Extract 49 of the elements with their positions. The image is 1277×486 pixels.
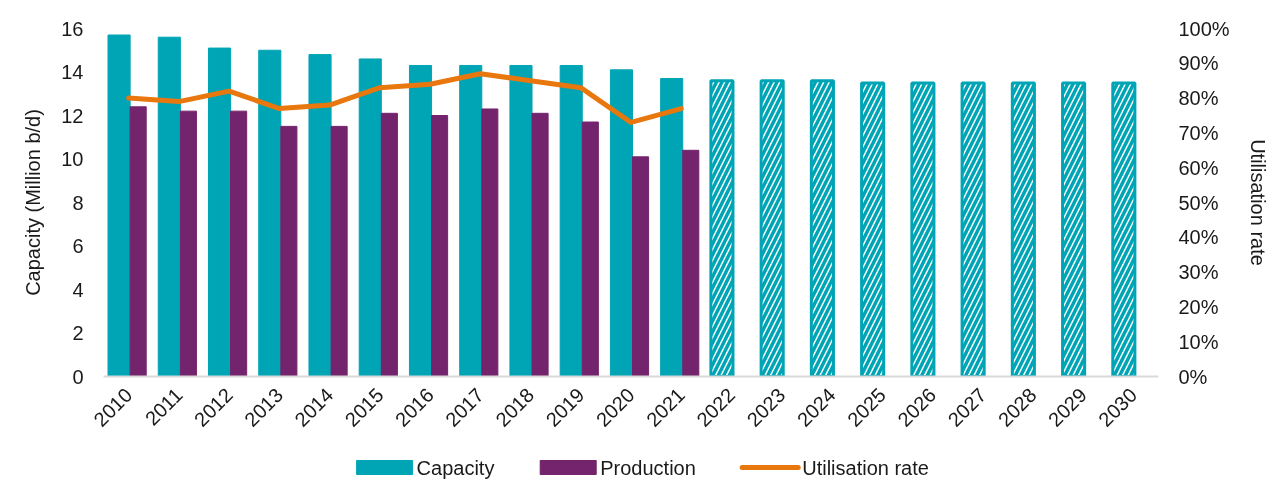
y-tick-label: 12 <box>61 104 84 127</box>
y2-tick-label: 50% <box>1178 191 1219 214</box>
bar <box>682 149 700 377</box>
y2-tick-label: 100% <box>1178 17 1230 40</box>
y2-tick-label: 90% <box>1178 52 1219 75</box>
bar <box>559 64 583 377</box>
y2-tick-label: 10% <box>1178 330 1219 353</box>
legend-label: Production <box>600 456 696 479</box>
bar <box>129 106 147 377</box>
y-tick-label: 16 <box>61 17 84 40</box>
legend-label: Utilisation rate <box>802 456 929 479</box>
y-tick-label: 2 <box>72 322 84 344</box>
bar <box>380 112 398 377</box>
y-tick-label: 8 <box>72 191 84 214</box>
bar <box>531 112 549 377</box>
bar <box>481 108 499 377</box>
bar <box>280 125 298 377</box>
y-tick-label: 0 <box>72 365 84 388</box>
bar <box>459 64 483 377</box>
bar <box>230 110 248 377</box>
bar <box>408 64 433 377</box>
bar <box>330 125 348 377</box>
y2-tick-label: 0% <box>1178 365 1208 388</box>
y2-tick-label: 30% <box>1178 261 1219 284</box>
y-tick-label: 4 <box>72 278 84 301</box>
y2-tick-label: 70% <box>1178 121 1219 144</box>
y-axis-title: Capacity (Million b/d) <box>22 109 45 296</box>
bar <box>431 115 449 377</box>
bar <box>208 47 232 377</box>
legend-label: Capacity <box>416 456 495 479</box>
bar <box>358 58 382 377</box>
y2-tick-label: 40% <box>1178 226 1219 249</box>
bar <box>258 49 282 377</box>
bar <box>107 34 131 377</box>
bar <box>308 54 332 377</box>
y2-axis-title: Utilisation rate <box>1246 139 1269 266</box>
bar <box>609 69 634 377</box>
y2-tick-label: 20% <box>1178 295 1219 318</box>
y2-tick-label: 60% <box>1178 156 1219 179</box>
bar <box>660 78 684 377</box>
bar <box>157 36 181 377</box>
bar <box>509 64 533 377</box>
bar <box>179 110 197 377</box>
y-tick-label: 14 <box>61 61 84 83</box>
y-tick-label: 6 <box>72 235 84 257</box>
bar <box>581 121 599 377</box>
bar <box>632 156 650 377</box>
y2-tick-label: 80% <box>1178 87 1219 110</box>
y-tick-label: 10 <box>61 148 84 170</box>
